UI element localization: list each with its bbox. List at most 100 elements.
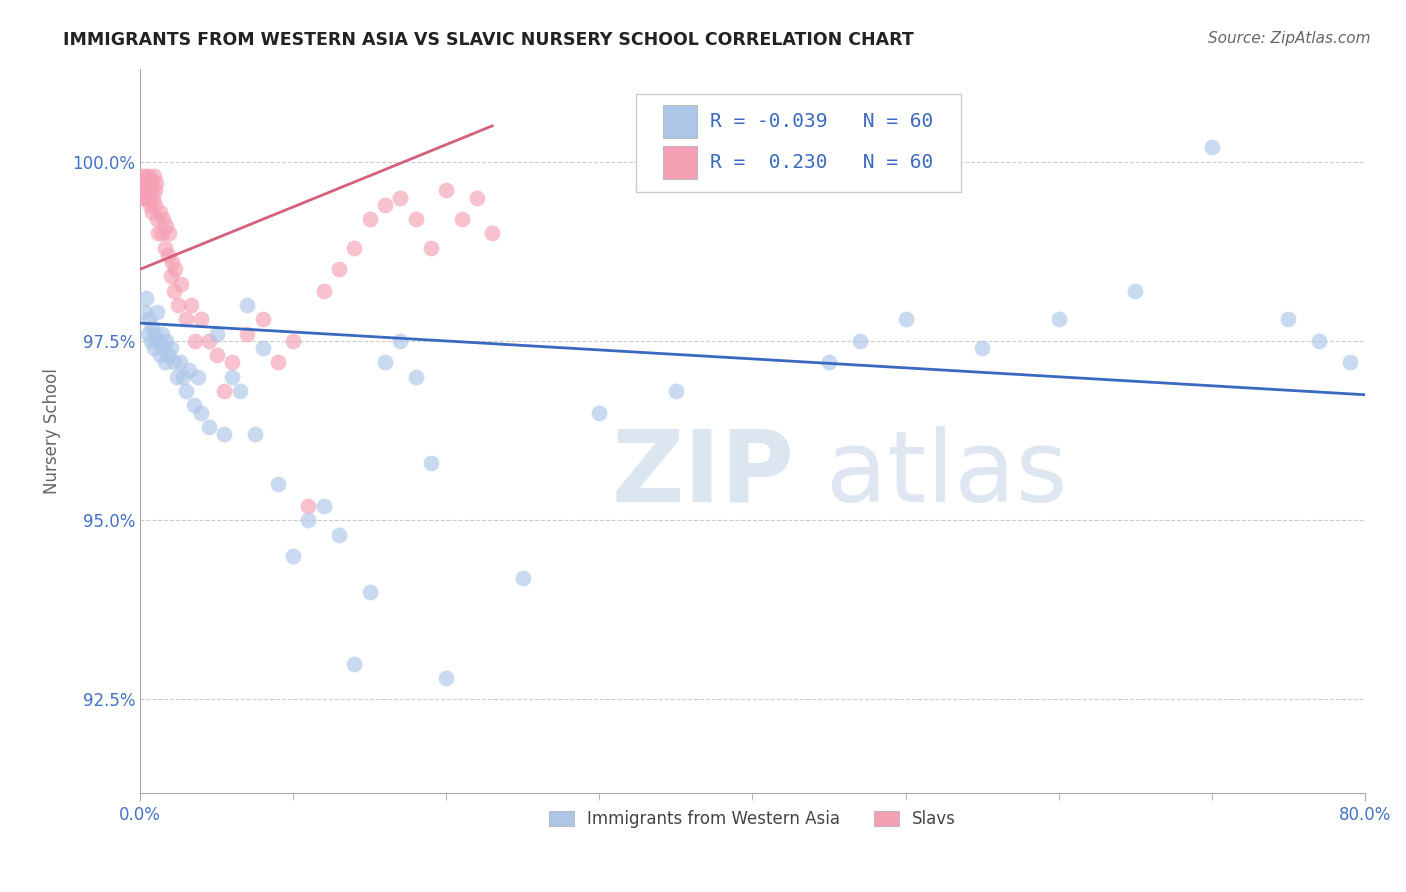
Y-axis label: Nursery School: Nursery School xyxy=(44,368,60,493)
Legend: Immigrants from Western Asia, Slavs: Immigrants from Western Asia, Slavs xyxy=(543,804,963,835)
Point xyxy=(465,190,488,204)
Point xyxy=(359,212,381,227)
Point xyxy=(159,269,181,284)
FancyBboxPatch shape xyxy=(664,146,697,179)
Point xyxy=(236,298,259,312)
Point xyxy=(848,334,870,348)
Point xyxy=(328,262,350,277)
Point xyxy=(170,277,193,291)
Point xyxy=(145,176,167,190)
Point xyxy=(184,334,207,348)
Point xyxy=(1308,334,1330,348)
Point xyxy=(818,355,841,369)
Point xyxy=(174,312,197,326)
Point xyxy=(312,284,335,298)
Point xyxy=(420,456,443,470)
Point xyxy=(1339,355,1361,369)
Point xyxy=(141,205,163,219)
Point xyxy=(228,384,250,399)
Point xyxy=(146,305,169,319)
Point xyxy=(172,369,194,384)
Point xyxy=(132,183,155,197)
Point xyxy=(434,671,457,685)
Point xyxy=(359,585,381,599)
Point xyxy=(205,326,228,341)
Point xyxy=(221,355,243,369)
Text: atlas: atlas xyxy=(825,425,1067,523)
Text: Source: ZipAtlas.com: Source: ZipAtlas.com xyxy=(1208,31,1371,46)
Point xyxy=(1201,140,1223,154)
Point xyxy=(156,248,179,262)
Point xyxy=(450,212,472,227)
Point xyxy=(198,334,221,348)
Point xyxy=(149,205,172,219)
Point xyxy=(420,241,443,255)
Point xyxy=(163,284,186,298)
Point xyxy=(136,183,159,197)
Point xyxy=(131,190,153,204)
Point xyxy=(512,570,534,584)
Point xyxy=(138,176,160,190)
Point xyxy=(741,119,763,133)
Point xyxy=(343,657,366,671)
Point xyxy=(214,427,236,442)
Point xyxy=(135,169,157,183)
Point xyxy=(138,169,160,183)
Point xyxy=(134,176,156,190)
Point xyxy=(190,312,212,326)
Point xyxy=(243,427,266,442)
Point xyxy=(214,384,236,399)
Point xyxy=(166,369,188,384)
Point xyxy=(143,183,166,197)
Point xyxy=(894,312,917,326)
Point xyxy=(343,241,366,255)
Point xyxy=(155,219,177,234)
Point xyxy=(150,326,173,341)
Point xyxy=(132,169,155,183)
Point xyxy=(180,298,202,312)
Point xyxy=(588,406,610,420)
Point xyxy=(150,227,173,241)
Point xyxy=(149,348,172,362)
Point xyxy=(153,355,176,369)
Point xyxy=(139,334,162,348)
FancyBboxPatch shape xyxy=(636,94,960,192)
Point xyxy=(138,312,160,326)
Point xyxy=(297,513,319,527)
Point xyxy=(1047,312,1070,326)
Point xyxy=(152,341,174,355)
Point xyxy=(155,334,177,348)
Point xyxy=(267,477,290,491)
Point xyxy=(198,420,221,434)
Point xyxy=(1123,284,1146,298)
Point xyxy=(205,348,228,362)
Point xyxy=(374,198,396,212)
Point xyxy=(312,499,335,513)
Point xyxy=(252,312,274,326)
Point xyxy=(142,341,165,355)
FancyBboxPatch shape xyxy=(664,105,697,137)
Point xyxy=(405,212,427,227)
Point xyxy=(142,169,165,183)
Point xyxy=(145,326,167,341)
Point xyxy=(134,190,156,204)
Point xyxy=(405,369,427,384)
Point xyxy=(153,241,176,255)
Text: R = -0.039   N = 60: R = -0.039 N = 60 xyxy=(710,112,932,131)
Point xyxy=(142,190,165,204)
Point xyxy=(139,183,162,197)
Point xyxy=(139,198,162,212)
Point xyxy=(157,227,180,241)
Point xyxy=(136,326,159,341)
Point xyxy=(177,362,200,376)
Point xyxy=(174,384,197,399)
Point xyxy=(156,348,179,362)
Point xyxy=(167,298,190,312)
Point xyxy=(135,291,157,305)
Point xyxy=(374,355,396,369)
Point xyxy=(148,334,170,348)
Point xyxy=(169,355,191,369)
Point xyxy=(267,355,290,369)
Point xyxy=(970,341,993,355)
Point xyxy=(252,341,274,355)
